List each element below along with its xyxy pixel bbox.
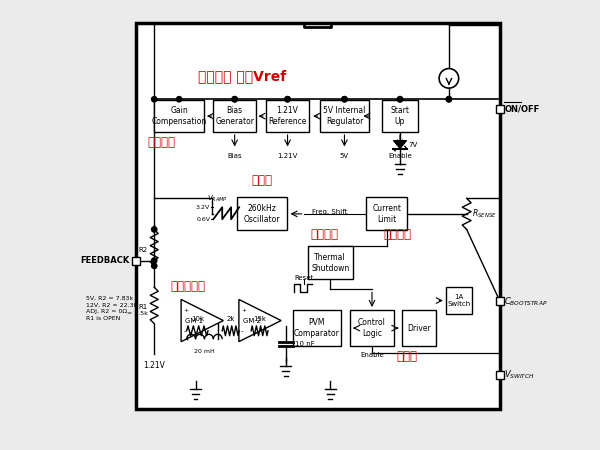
Circle shape — [285, 97, 290, 102]
Bar — [446, 287, 472, 314]
Text: 误差放大器: 误差放大器 — [170, 280, 205, 293]
Circle shape — [232, 97, 238, 102]
Text: -: - — [184, 328, 186, 334]
Text: +: + — [241, 307, 247, 312]
Bar — [402, 310, 436, 346]
Text: Thermal
Shutdown: Thermal Shutdown — [311, 253, 349, 273]
Text: 3.2V: 3.2V — [196, 205, 210, 210]
Text: 20 mH: 20 mH — [194, 349, 215, 354]
Text: 1.21V: 1.21V — [277, 153, 298, 159]
Text: $V_{SWITCH}$: $V_{SWITCH}$ — [505, 369, 535, 381]
Bar — [213, 100, 256, 132]
Circle shape — [152, 263, 157, 269]
Text: Bias
Generator: Bias Generator — [215, 106, 254, 126]
Polygon shape — [181, 299, 223, 342]
Text: Gain
Compensation: Gain Compensation — [151, 106, 207, 126]
Bar — [266, 100, 310, 132]
Text: 2k: 2k — [226, 316, 235, 322]
Text: 温度保护: 温度保护 — [310, 228, 338, 241]
Bar — [308, 246, 353, 279]
Bar — [496, 104, 504, 112]
Circle shape — [342, 97, 347, 102]
Bar — [350, 310, 394, 346]
Bar — [320, 100, 370, 132]
Circle shape — [152, 227, 157, 232]
Bar — [382, 100, 418, 132]
Text: R2: R2 — [139, 248, 148, 253]
Polygon shape — [394, 140, 407, 148]
Text: 限流保护: 限流保护 — [384, 228, 412, 241]
Text: 偏置电流 基准Vref: 偏置电流 基准Vref — [198, 69, 286, 83]
Text: Enable: Enable — [360, 351, 384, 358]
Text: 5V: 5V — [340, 153, 349, 159]
Circle shape — [176, 97, 182, 102]
Text: 10k: 10k — [191, 316, 204, 322]
Text: GM 2: GM 2 — [242, 318, 260, 324]
Text: 0.6V: 0.6V — [196, 217, 210, 222]
Text: 增益补偿: 增益补偿 — [148, 136, 175, 149]
Text: PVM
Comparator: PVM Comparator — [294, 318, 340, 338]
Circle shape — [232, 97, 238, 102]
Bar — [293, 310, 341, 346]
Circle shape — [152, 258, 157, 263]
Text: Control
Logic: Control Logic — [358, 318, 386, 338]
Text: 10 nF: 10 nF — [295, 341, 314, 347]
Text: 输出级: 输出级 — [396, 350, 417, 363]
Circle shape — [152, 97, 157, 102]
Text: Reset: Reset — [294, 275, 313, 281]
Circle shape — [397, 97, 403, 102]
Text: $R_{SENSE}$: $R_{SENSE}$ — [472, 207, 497, 220]
Text: 振荡器: 振荡器 — [252, 174, 273, 187]
Circle shape — [285, 97, 290, 102]
Bar — [496, 297, 504, 306]
Text: 1.21V: 1.21V — [143, 360, 165, 369]
Text: Freq. Shift: Freq. Shift — [312, 209, 347, 215]
Text: 1A
Switch: 1A Switch — [448, 294, 471, 307]
Text: 5V Internal
Regulator: 5V Internal Regulator — [323, 106, 365, 126]
Text: 15k: 15k — [253, 316, 266, 322]
Bar — [496, 371, 504, 379]
Text: R1: R1 — [139, 304, 148, 310]
Text: -: - — [241, 328, 244, 334]
Bar — [131, 256, 140, 265]
Text: 5V, R2 = 7.83k
12V, R2 = 22.3k
ADJ, R2 = 0Ω
R1 is OPEN: 5V, R2 = 7.83k 12V, R2 = 22.3k ADJ, R2 =… — [86, 296, 137, 321]
Text: 7V: 7V — [409, 142, 418, 148]
Text: 260kHz
Oscillator: 260kHz Oscillator — [244, 204, 280, 224]
Bar — [136, 23, 500, 410]
Bar — [154, 100, 204, 132]
Text: Current
Limit: Current Limit — [372, 204, 401, 224]
Text: $V_{RAMP}$: $V_{RAMP}$ — [208, 194, 228, 204]
Text: = 2.5k: = 2.5k — [127, 311, 148, 316]
Bar — [366, 198, 407, 230]
Text: $C_{BOOTSTRAP}$: $C_{BOOTSTRAP}$ — [505, 295, 548, 308]
Circle shape — [342, 97, 347, 102]
Circle shape — [446, 97, 452, 102]
Polygon shape — [239, 299, 281, 342]
Text: FEEDBACK: FEEDBACK — [80, 256, 129, 265]
Text: Driver: Driver — [407, 324, 431, 333]
Text: Start
Up: Start Up — [391, 106, 409, 126]
Text: GM 1: GM 1 — [185, 318, 203, 324]
Text: +: + — [184, 307, 188, 312]
Circle shape — [397, 97, 403, 102]
Text: 1.21V
Reference: 1.21V Reference — [268, 106, 307, 126]
Text: Bias: Bias — [227, 153, 242, 159]
Circle shape — [439, 68, 458, 88]
Bar — [238, 198, 287, 230]
Circle shape — [446, 97, 452, 102]
Text: Enable: Enable — [388, 153, 412, 159]
Text: ON/OFF: ON/OFF — [505, 104, 539, 113]
